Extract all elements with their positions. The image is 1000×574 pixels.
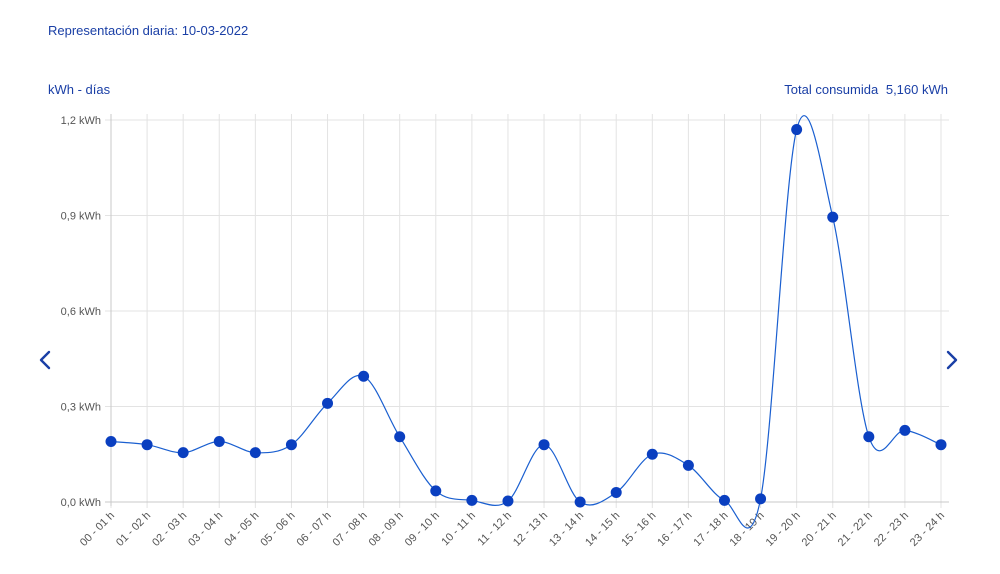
x-tick-label: 11 - 12 h [475, 510, 514, 549]
data-point[interactable] [682, 459, 694, 471]
data-point[interactable] [935, 439, 947, 451]
data-point[interactable] [249, 447, 261, 459]
x-tick-label: 18 - 19 h [727, 510, 766, 549]
data-point[interactable] [827, 211, 839, 223]
data-point[interactable] [502, 495, 514, 507]
x-tick-label: 00 - 01 h [78, 510, 117, 549]
data-point[interactable] [538, 439, 550, 451]
x-tick-label: 12 - 13 h [511, 510, 550, 549]
data-point[interactable] [863, 431, 875, 443]
x-tick-label: 05 - 06 h [258, 510, 297, 549]
x-tick-label: 03 - 04 h [186, 510, 225, 549]
data-point[interactable] [466, 494, 478, 506]
x-tick-label: 19 - 20 h [764, 510, 803, 549]
chart-grid [105, 114, 949, 508]
data-point[interactable] [285, 439, 297, 451]
x-tick-label: 06 - 07 h [294, 510, 333, 549]
y-tick-label: 1,2 kWh [61, 115, 101, 127]
data-point[interactable] [430, 485, 442, 497]
x-tick-label: 14 - 15 h [583, 510, 622, 549]
x-tick-label: 07 - 08 h [331, 510, 370, 549]
y-tick-label: 0,9 kWh [61, 211, 101, 223]
data-point[interactable] [610, 486, 622, 498]
data-point[interactable] [718, 494, 730, 506]
x-tick-label: 01 - 02 h [114, 510, 153, 549]
x-tick-label: 02 - 03 h [150, 510, 189, 549]
x-tick-label: 16 - 17 h [655, 510, 694, 549]
data-point[interactable] [322, 397, 334, 409]
data-point[interactable] [791, 124, 803, 136]
x-tick-label: 23 - 24 h [908, 510, 947, 549]
data-point[interactable] [899, 424, 911, 436]
x-tick-label: 21 - 22 h [836, 510, 875, 549]
x-tick-label: 09 - 10 h [403, 510, 442, 549]
chevron-left-icon [39, 350, 51, 370]
series-line [110, 115, 942, 529]
data-point[interactable] [213, 436, 225, 448]
data-point[interactable] [177, 447, 189, 459]
chevron-right-icon [946, 350, 958, 370]
data-point[interactable] [574, 496, 586, 508]
y-axis-ticks: 0,0 kWh 0,3 kWh 0,6 kWh 0,9 kWh 1,2 kWh [61, 115, 101, 509]
x-tick-label: 20 - 21 h [800, 510, 839, 549]
data-point[interactable] [141, 439, 153, 451]
y-axis-unit-label: kWh - días [48, 82, 111, 97]
previous-day-button[interactable] [33, 345, 57, 375]
data-point[interactable] [755, 493, 767, 505]
chart-subtitle: Representación diaria: 10-03-2022 [48, 23, 249, 38]
x-tick-label: 22 - 23 h [872, 510, 911, 549]
total-value: 5,160 kWh [885, 82, 948, 97]
data-point[interactable] [394, 431, 406, 443]
y-tick-label: 0,6 kWh [61, 306, 101, 318]
data-point[interactable] [105, 436, 117, 448]
y-tick-label: 0,3 kWh [61, 402, 101, 414]
series-points [105, 124, 947, 508]
x-tick-label: 04 - 05 h [222, 510, 261, 549]
y-tick-label: 0,0 kWh [61, 497, 101, 509]
data-point[interactable] [358, 370, 370, 382]
next-day-button[interactable] [940, 345, 964, 375]
total-label: Total consumida [784, 82, 879, 97]
total-consumption: Total consumida 5,160 kWh [784, 82, 948, 97]
data-point[interactable] [646, 448, 658, 460]
x-axis-ticks: 00 - 01 h01 - 02 h02 - 03 h03 - 04 h04 -… [78, 510, 947, 549]
x-tick-label: 10 - 11 h [439, 510, 478, 549]
x-tick-label: 08 - 09 h [367, 510, 406, 549]
x-tick-label: 13 - 14 h [547, 510, 586, 549]
x-tick-label: 17 - 18 h [691, 510, 730, 549]
x-tick-label: 15 - 16 h [619, 510, 658, 549]
